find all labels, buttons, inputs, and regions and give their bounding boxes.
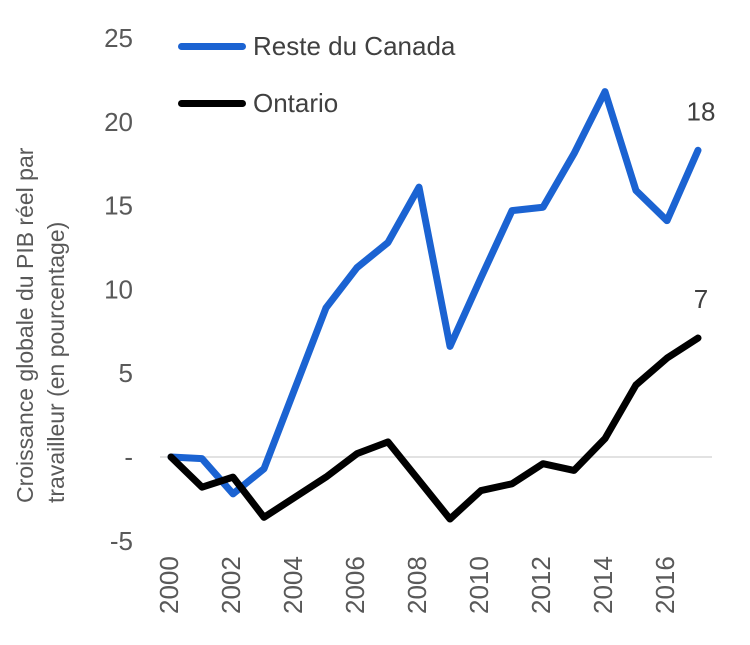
legend-label: Reste du Canada [253, 31, 456, 61]
legend-item-ontario: Ontario [178, 90, 338, 116]
y-tick-label: 10 [104, 274, 133, 304]
x-tick-label: 2010 [464, 556, 494, 614]
x-tick-label: 2000 [154, 556, 184, 614]
y-axis-title: Croissance globale du PIB réel par trava… [12, 147, 69, 503]
y-tick-label: 25 [104, 23, 133, 53]
x-tick-label: 2016 [650, 556, 680, 614]
y-axis-title-line-1: Croissance globale du PIB réel par [12, 147, 38, 503]
x-tick-label: 2002 [216, 556, 246, 614]
legend-line-swatch-black [178, 99, 246, 107]
series-end-label: 18 [687, 96, 716, 126]
y-tick-label: -5 [110, 526, 133, 556]
legend-line-swatch-blue [178, 42, 246, 50]
series-end-labels: 18 7 [687, 96, 716, 314]
x-tick-label: 2006 [340, 556, 370, 614]
y-tick-label: 20 [104, 107, 133, 137]
x-tick-label: 2008 [402, 556, 432, 614]
x-tick-label: 2012 [526, 556, 556, 614]
y-axis-ticks: 25 20 15 10 5 - -5 [104, 23, 133, 556]
y-tick-label: - [124, 442, 133, 472]
series-end-label: 7 [694, 284, 708, 314]
y-tick-label: 15 [104, 191, 133, 221]
y-tick-label: 5 [119, 358, 133, 388]
series-lines [167, 88, 702, 523]
x-tick-label: 2014 [588, 556, 618, 614]
series-line-reste-du-canada [167, 88, 702, 498]
y-axis-title-line-2: travailleur (en pourcentage) [43, 222, 69, 503]
series-line-ontario [167, 334, 702, 523]
legend-label: Ontario [253, 88, 339, 118]
x-tick-label: 2004 [278, 556, 308, 614]
x-axis-ticks: 2000 2002 2004 2006 2008 2010 2012 2014 2016 [154, 556, 680, 614]
legend-item-reste-du-canada: Reste du Canada [178, 33, 455, 59]
